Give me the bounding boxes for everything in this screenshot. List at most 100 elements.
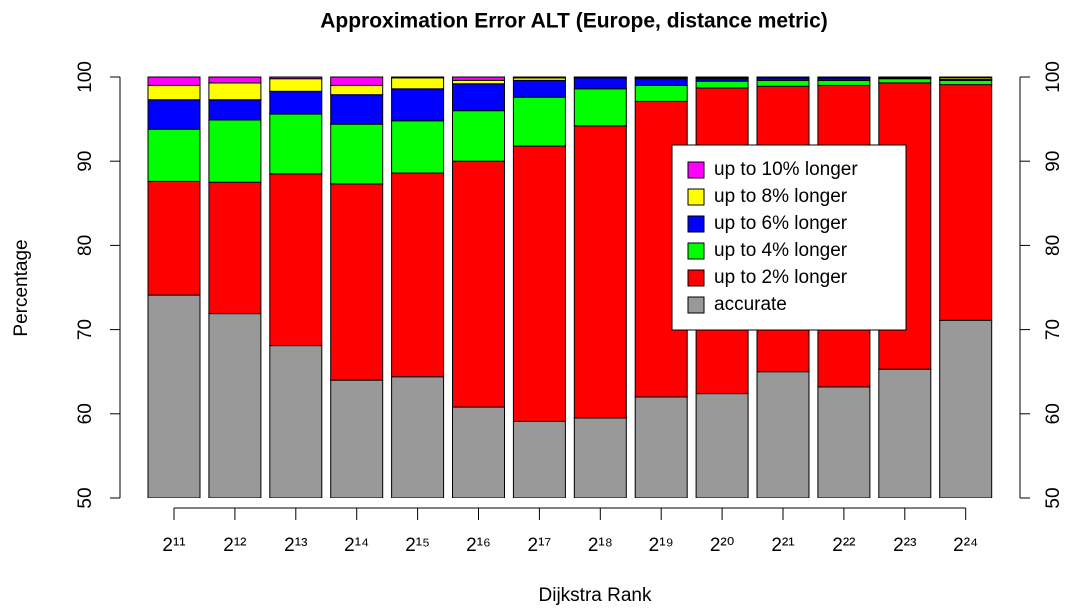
bar-segment xyxy=(330,183,384,381)
legend-swatch xyxy=(687,269,705,287)
bar-segment xyxy=(634,76,688,79)
x-tick-label: 2¹³ xyxy=(284,535,307,556)
bar-segment xyxy=(817,76,871,79)
y-tick-label: 80 xyxy=(75,235,96,256)
bar-segment xyxy=(878,368,932,498)
bar-segment xyxy=(573,77,627,90)
x-tick-label: 2¹² xyxy=(223,535,246,556)
y-tick-label: 50 xyxy=(75,487,96,508)
bar-segment xyxy=(147,76,201,86)
y-tick-label: 70 xyxy=(75,319,96,340)
bar-segment xyxy=(269,113,323,175)
bar-segment xyxy=(756,371,810,498)
bar-segment xyxy=(452,76,505,81)
bar-segment xyxy=(330,84,384,96)
bar-segment xyxy=(208,82,262,101)
x-tick-label: 2¹⁹ xyxy=(649,535,674,556)
x-tick-label: 2¹⁸ xyxy=(588,535,613,556)
x-tick-label: 2¹⁷ xyxy=(528,535,552,556)
y-tick-label: 60 xyxy=(75,403,96,424)
x-tick-label: 2¹⁶ xyxy=(466,535,491,556)
bar-segment xyxy=(391,172,445,378)
y2-tick-label: 100 xyxy=(1043,61,1064,93)
bar-segment xyxy=(634,396,688,498)
bar-segment xyxy=(695,76,749,79)
y-axis-label: Percentage xyxy=(11,239,32,336)
bar-segment xyxy=(269,90,323,115)
x-axis-label: Dijkstra Rank xyxy=(539,585,652,606)
y2-tick-label: 80 xyxy=(1043,235,1064,256)
bar-segment xyxy=(147,84,201,101)
bar-segment xyxy=(208,99,262,121)
y2-tick-label: 90 xyxy=(1043,151,1064,172)
bar-segment xyxy=(391,376,445,498)
bar-segment xyxy=(939,84,993,321)
x-tick-label: 2²⁰ xyxy=(710,535,735,556)
bar-segment xyxy=(330,76,384,86)
legend-label: up to 8% longer xyxy=(714,186,848,207)
x-tick-label: 2¹⁴ xyxy=(344,535,369,556)
y2-tick-label: 60 xyxy=(1043,403,1064,424)
bar-segment xyxy=(269,173,323,347)
legend-label: accurate xyxy=(714,294,787,315)
bar-segment xyxy=(391,76,445,79)
bar-segment xyxy=(452,79,505,85)
bar-segment xyxy=(391,120,445,174)
bar-segment xyxy=(573,125,627,419)
bar-segment xyxy=(330,123,384,185)
x-tick-label: 2²² xyxy=(832,535,855,556)
x-tick-label: 2²⁴ xyxy=(953,535,978,556)
y2-tick-label: 70 xyxy=(1043,319,1064,340)
bar-segment xyxy=(147,294,201,498)
bar-segment xyxy=(391,88,445,122)
legend-swatch xyxy=(687,188,705,206)
bar-segment xyxy=(269,76,323,80)
bar-segment xyxy=(512,420,566,498)
y-tick-label: 100 xyxy=(75,61,96,93)
bar-segment xyxy=(573,76,627,79)
x-tick-label: 2¹¹ xyxy=(162,535,185,556)
bar-segment xyxy=(452,110,505,162)
bar-segment xyxy=(939,79,993,86)
chart-title: Approximation Error ALT (Europe, distanc… xyxy=(320,10,828,33)
bar-segment xyxy=(695,393,749,498)
legend-swatch xyxy=(687,296,705,314)
bar-segment xyxy=(878,76,932,79)
bar-segment xyxy=(939,76,993,79)
bar-segment xyxy=(208,119,262,183)
bar-segment xyxy=(452,160,505,408)
bar-segment xyxy=(512,96,566,147)
bar-segment xyxy=(452,83,505,112)
legend-box xyxy=(671,144,907,331)
bar-segment xyxy=(634,78,688,86)
legend-label: up to 2% longer xyxy=(714,267,848,288)
bar-segment xyxy=(878,78,932,84)
bar-segment xyxy=(695,80,749,89)
bar-segment xyxy=(269,78,323,92)
bar-segment xyxy=(634,84,688,102)
bar-segment xyxy=(208,181,262,315)
bar-segment xyxy=(756,76,810,79)
x-tick-label: 2²³ xyxy=(893,535,916,556)
y-tick-label: 90 xyxy=(75,151,96,172)
bar-segment xyxy=(391,77,445,90)
bar-segment xyxy=(756,79,810,87)
x-tick-label: 2¹⁵ xyxy=(405,535,430,556)
x-tick-label: 2²¹ xyxy=(771,535,794,556)
legend-label: up to 6% longer xyxy=(714,213,848,234)
legend-label: up to 4% longer xyxy=(714,240,848,261)
legend-label: up to 10% longer xyxy=(714,159,858,180)
bar-segment xyxy=(147,180,201,296)
bar-segment xyxy=(330,379,384,498)
bar-segment xyxy=(573,88,627,127)
bar-segment xyxy=(147,99,201,130)
bar-segment xyxy=(330,94,384,125)
bar-segment xyxy=(817,79,871,86)
bar-segment xyxy=(512,79,566,98)
bar-segment xyxy=(208,76,262,84)
bar-segment xyxy=(269,345,323,498)
bar-segment xyxy=(573,417,627,498)
bar-segment xyxy=(512,76,566,79)
y2-tick-label: 50 xyxy=(1043,487,1064,508)
